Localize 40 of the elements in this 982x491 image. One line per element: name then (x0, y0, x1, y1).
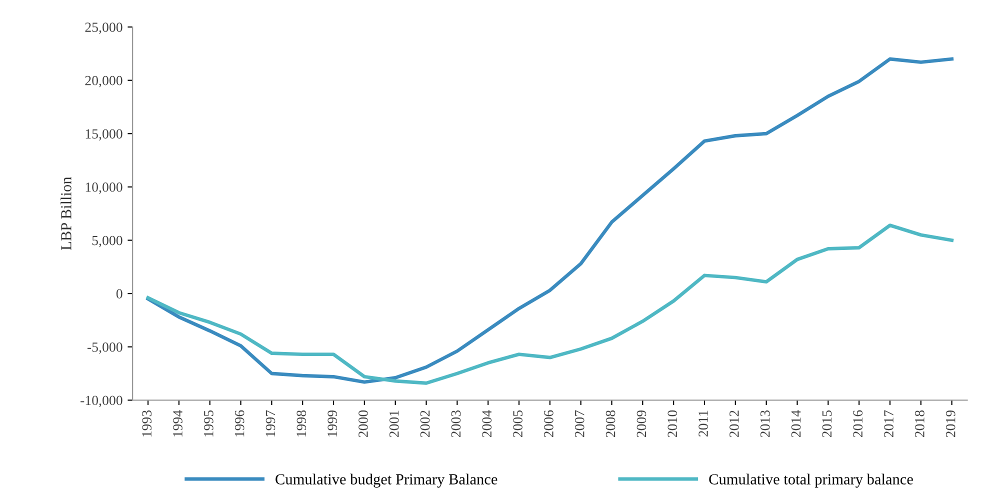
legend-label: Cumulative total primary balance (709, 474, 913, 488)
x-tick-label: 2006 (544, 410, 554, 438)
x-tick-label: 2012 (730, 410, 739, 438)
x-tick-label: 2017 (884, 410, 894, 438)
x-tick-label: 2013 (760, 410, 770, 438)
x-tick-label: 1993 (142, 410, 152, 436)
y-tick-label: 25,000 (85, 22, 122, 34)
x-tick-label: 1999 (328, 410, 337, 436)
y-tick-label: 15,000 (86, 129, 122, 141)
line-series (146, 57, 954, 384)
x-tick-label: 2014 (791, 410, 801, 438)
x-tick-label: 2008 (606, 410, 616, 438)
x-tick-label: 2011 (698, 410, 708, 437)
y-tick-label: 5,000 (92, 236, 122, 248)
x-tick-label: 2004 (482, 410, 492, 438)
x-tick-label: 1998 (296, 410, 306, 436)
x-tick-label: 2015 (822, 410, 832, 438)
x-tick-label: 1996 (234, 410, 244, 436)
x-tick-label: 2016 (853, 410, 863, 438)
y-tick-label: 0 (116, 289, 122, 299)
x-tick-label: 2010 (668, 410, 678, 438)
x-tick-label: 2009 (636, 410, 646, 438)
x-tick-label: 1994 (173, 410, 182, 436)
legend-label: Cumulative budget Primary Balance (276, 474, 498, 488)
x-tick-label: 2000 (358, 410, 368, 438)
x-tick-label: 2003 (451, 410, 461, 438)
x-tick-label: 1997 (266, 410, 276, 436)
x-tick-label: 2002 (420, 410, 430, 438)
y-tick-label: 10,000 (86, 182, 122, 194)
y-axis-title: LBP Billion (60, 176, 72, 250)
y-tick-label: 20,000 (85, 76, 122, 88)
y-tick-label: -5,000 (87, 342, 122, 354)
line-series (146, 224, 954, 385)
x-tick-label: 1995 (204, 410, 214, 436)
y-tick-label: -10,000 (80, 396, 122, 408)
x-tick-label: 2001 (389, 410, 399, 438)
x-tick-label: 2005 (513, 410, 522, 438)
x-tick-label: 2019 (946, 410, 956, 438)
x-tick-label: 2007 (574, 410, 584, 438)
x-tick-label: 2018 (915, 410, 924, 438)
